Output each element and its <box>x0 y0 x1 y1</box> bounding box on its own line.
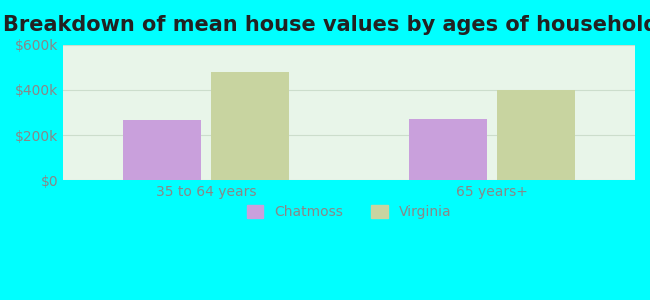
Title: Breakdown of mean house values by ages of householders: Breakdown of mean house values by ages o… <box>3 15 650 35</box>
Legend: Chatmoss, Virginia: Chatmoss, Virginia <box>241 200 457 225</box>
Bar <box>409 119 487 180</box>
Bar <box>497 90 575 180</box>
Bar <box>211 72 289 180</box>
Bar <box>123 120 201 180</box>
